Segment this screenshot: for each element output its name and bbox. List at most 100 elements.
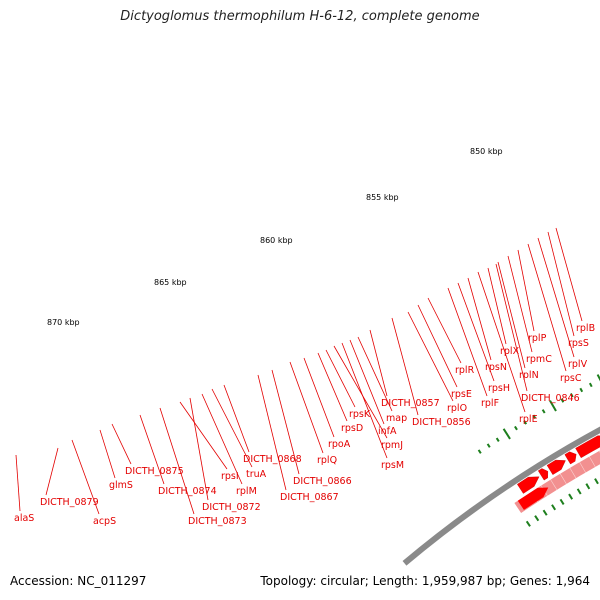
kbp-label: 850 kbp [470,147,503,156]
genome-backbone [402,426,600,566]
gene-label: DICTH_0873 [188,516,247,527]
gene-label: rpmJ [381,440,403,451]
leader-line [333,345,388,439]
inner-tick [551,504,557,511]
feature-divider [559,473,567,485]
inner-tick [542,509,548,516]
leader-line [487,267,507,345]
kbp-label: 855 kbp [366,193,399,202]
gene-label: DICTH_0874 [158,486,217,497]
leader-line [427,297,462,364]
leader-line [369,329,388,397]
leader-line [467,277,492,361]
gene-label: rplN [519,370,539,381]
gene-label: rpmC [526,354,552,365]
kbp-label: 870 kbp [47,318,80,327]
gene-arrow [516,476,540,494]
leader-line [537,237,575,358]
inner-tick [525,520,531,527]
inner-tick [534,515,540,522]
gene-label: rpsS [568,338,589,349]
scale-tick [579,387,584,393]
leader-line [325,349,356,408]
leader-line [555,227,583,322]
leader-line [179,401,228,470]
leader-line [507,255,533,353]
gene-label: DICTH_0868 [243,454,302,465]
gene-label: glmS [109,480,133,491]
leader-line [391,317,419,416]
gene-arrow [537,468,549,481]
leader-line [497,261,526,369]
scale-tick [549,400,557,412]
gene-label: rpsN [485,362,507,373]
gene-arrow [564,451,577,465]
gene-label: rpsM [381,460,404,471]
gene-label: rplE [519,414,538,425]
scale-tick [514,425,518,431]
leader-line [15,454,21,512]
kbp-label: 865 kbp [154,278,187,287]
leader-line [407,311,454,402]
leader-line [477,271,526,413]
scale-ticks [477,374,600,527]
scale-tick [532,414,537,420]
inner-tick [568,493,574,500]
leader-line [189,397,209,501]
leader-line [417,304,458,388]
gene-label: rpsK [349,409,371,420]
gene-label: truA [246,469,267,480]
gene-label: rplB [576,323,595,334]
inner-tick [594,478,599,485]
gene-label: rpsD [341,423,363,434]
gene-label: alaS [14,513,34,524]
gene-label: rplF [481,398,499,409]
leader-line [289,361,324,454]
scale-tick [588,382,593,388]
gene-label: acpS [93,516,116,527]
leader-line [99,429,116,479]
gene-track [516,435,600,510]
gene-label: rplO [447,403,467,414]
gene-label: DICTH_0875 [125,466,184,477]
gene-label: rpsC [560,373,582,384]
kbp-label: 860 kbp [260,236,293,245]
gene-label: DICTH_0872 [202,502,261,513]
gene-label: rpsE [451,389,472,400]
gene-label: rplX [500,346,520,357]
leader-line [317,352,348,422]
leader-line [159,407,195,515]
scale-tick [523,420,528,425]
genome-summary: Topology: circular; Length: 1,959,987 bp… [260,574,590,588]
gene-label: DICTH_0856 [412,417,471,428]
leader-line [457,282,495,382]
leader-line [547,231,575,337]
feature-divider [579,461,586,473]
leader-line [271,369,300,475]
inner-tick [576,488,582,495]
gene-labels: alaS DICTH_0879 acpS glmS DICTH_0875 DICTH_08… [14,323,595,527]
leader-line [111,423,132,465]
gene-label: DICTH_0866 [293,476,352,487]
leader-line [527,243,567,372]
gene-label: DICTH_0857 [381,398,440,409]
leader-line [447,287,488,397]
gene-label: rplP [528,333,547,344]
gene-label: infA [378,426,397,437]
leader-line [223,384,250,453]
feature-divider [550,479,558,490]
leader-line [341,342,388,459]
feature-divider [589,456,596,468]
gene-label: map [386,413,407,424]
leader-line [495,263,528,392]
leader-line [211,388,253,468]
scale-tick [541,409,546,414]
kbp-labels: 850 kbp 855 kbp 860 kbp 865 kbp 870 kbp [47,147,503,327]
scale-tick [486,443,491,448]
scale-tick [560,398,565,403]
page-title: Dictyoglomus thermophilum H-6-12, comple… [120,9,480,24]
inner-tick [559,498,565,505]
feature-divider [569,467,577,479]
scale-tick [569,392,574,398]
gene-label: DICTH_0846 [521,393,580,404]
